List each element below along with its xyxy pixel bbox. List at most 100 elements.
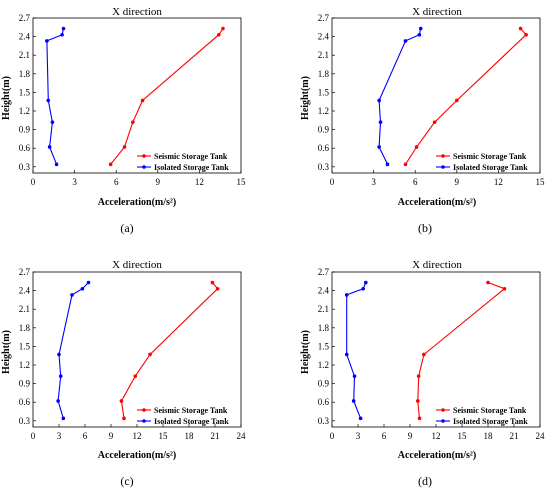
isolated-data-point bbox=[352, 374, 357, 378]
x-tick-label: 6 bbox=[83, 431, 88, 441]
isolated-data-point bbox=[45, 39, 49, 43]
y-tick-label: 2.7 bbox=[19, 13, 31, 23]
x-tick-label: 3 bbox=[356, 431, 361, 441]
y-axis-label: Height(m) bbox=[1, 330, 12, 374]
x-tick-label: 0 bbox=[330, 431, 335, 441]
seismic-data-point bbox=[403, 162, 408, 167]
x-tick-label: 18 bbox=[484, 431, 494, 441]
seismic-data-point bbox=[518, 26, 523, 31]
y-tick-label: 0.9 bbox=[318, 379, 330, 389]
seismic-data-point bbox=[417, 416, 422, 421]
seismic-data-point bbox=[422, 352, 426, 357]
y-tick-label: 2.4 bbox=[19, 286, 31, 296]
seismic-data-point bbox=[140, 98, 145, 103]
x-tick-label: 9 bbox=[408, 431, 413, 441]
isolated-data-point bbox=[344, 352, 349, 357]
isolated-data-point bbox=[377, 145, 381, 149]
seismic-data-point bbox=[432, 120, 437, 124]
isolated-data-point bbox=[385, 162, 390, 167]
isolated-data-point bbox=[377, 98, 381, 103]
chart-title: X direction bbox=[112, 259, 162, 271]
y-tick-label: 1.8 bbox=[19, 323, 31, 333]
seismic-series-line bbox=[417, 281, 506, 419]
x-tick-label: 24 bbox=[237, 431, 247, 441]
x-tick-label: 15 bbox=[159, 431, 169, 441]
isolated-data-point bbox=[47, 145, 52, 149]
y-tick-label: 2.1 bbox=[318, 50, 329, 60]
seismic-data-point bbox=[455, 98, 459, 103]
seismic-data-point bbox=[131, 120, 135, 124]
chart-panel-b: X direction Acceleration(m/s²) Height(m)… bbox=[300, 6, 545, 235]
x-tick-label: 12 bbox=[494, 177, 503, 187]
x-tick-label: 3 bbox=[371, 177, 376, 187]
isolated-series-line bbox=[57, 282, 89, 419]
isolated-data-point bbox=[50, 120, 55, 124]
x-tick-label: 3 bbox=[57, 431, 62, 441]
isolated-legend-label: Isolated Storage Tank bbox=[154, 417, 229, 426]
y-tick-label: 2.1 bbox=[19, 50, 30, 60]
isolated-data-point bbox=[403, 39, 408, 43]
y-tick-label: 0.3 bbox=[19, 416, 31, 426]
x-tick-label: 9 bbox=[156, 177, 161, 187]
x-axis-label: Acceleration(m/s²) bbox=[98, 197, 177, 208]
seismic-data-point bbox=[502, 286, 507, 291]
x-axis-label: Acceleration(m/s²) bbox=[98, 450, 177, 461]
isolated-data-point bbox=[60, 32, 64, 37]
isolated-legend-label: Isolated Storage Tank bbox=[453, 163, 528, 172]
seismic-legend-marker bbox=[441, 154, 445, 158]
y-tick-label: 2.7 bbox=[318, 267, 330, 277]
x-tick-label: 15 bbox=[458, 431, 468, 441]
seismic-data-point bbox=[416, 374, 421, 378]
isolated-legend-marker bbox=[142, 419, 146, 423]
chart-title: X direction bbox=[412, 259, 462, 271]
y-tick-label: 1.5 bbox=[19, 341, 31, 351]
x-tick-label: 12 bbox=[432, 431, 441, 441]
y-tick-label: 0.6 bbox=[19, 143, 31, 153]
seismic-data-point bbox=[217, 32, 221, 37]
seismic-legend-label: Seismic Storage Tank bbox=[453, 152, 527, 161]
seismic-data-point bbox=[416, 399, 420, 403]
chart-title: X direction bbox=[412, 6, 462, 18]
y-tick-label: 1.5 bbox=[318, 87, 330, 97]
isolated-data-point bbox=[46, 98, 51, 103]
chart-panel-c: X direction Acceleration(m/s²) Height(m)… bbox=[1, 259, 246, 488]
y-axis-label: Height(m) bbox=[1, 76, 12, 120]
isolated-data-point bbox=[378, 120, 383, 124]
seismic-legend-marker bbox=[142, 408, 146, 412]
isolated-data-point bbox=[351, 399, 356, 403]
x-tick-label: 21 bbox=[211, 431, 220, 441]
x-tick-label: 6 bbox=[413, 177, 418, 187]
plot-frame bbox=[32, 17, 242, 174]
y-axis-label: Height(m) bbox=[300, 76, 311, 120]
seismic-data-point bbox=[215, 286, 220, 291]
x-axis-label: Acceleration(m/s²) bbox=[398, 197, 477, 208]
isolated-data-point bbox=[361, 286, 366, 291]
x-tick-label: 12 bbox=[195, 177, 204, 187]
x-tick-label: 9 bbox=[455, 177, 460, 187]
isolated-series-line bbox=[346, 282, 367, 419]
y-tick-label: 0.3 bbox=[19, 162, 31, 172]
x-tick-label: 21 bbox=[510, 431, 519, 441]
x-tick-label: 6 bbox=[382, 431, 387, 441]
isolated-data-point bbox=[80, 286, 85, 291]
y-tick-label: 0.9 bbox=[318, 125, 330, 135]
isolated-data-point bbox=[344, 293, 349, 297]
x-tick-label: 18 bbox=[185, 431, 195, 441]
isolated-legend-label: Isolated Storage Tank bbox=[453, 417, 528, 426]
seismic-series-line bbox=[120, 282, 219, 419]
seismic-legend-label: Seismic Storage Tank bbox=[154, 152, 228, 161]
y-tick-label: 2.1 bbox=[318, 304, 329, 314]
seismic-legend-marker bbox=[142, 154, 146, 158]
isolated-data-point bbox=[61, 26, 66, 31]
seismic-data-point bbox=[210, 280, 215, 285]
x-tick-label: 3 bbox=[72, 177, 77, 187]
isolated-data-point bbox=[61, 416, 66, 421]
seismic-data-point bbox=[148, 352, 152, 357]
y-tick-label: 0.3 bbox=[318, 416, 330, 426]
y-tick-label: 0.3 bbox=[318, 162, 330, 172]
x-tick-label: 15 bbox=[237, 177, 247, 187]
y-axis-label: Height(m) bbox=[300, 330, 311, 374]
y-tick-label: 1.8 bbox=[19, 69, 31, 79]
panel-caption: (b) bbox=[418, 221, 432, 235]
y-tick-label: 1.5 bbox=[19, 87, 31, 97]
